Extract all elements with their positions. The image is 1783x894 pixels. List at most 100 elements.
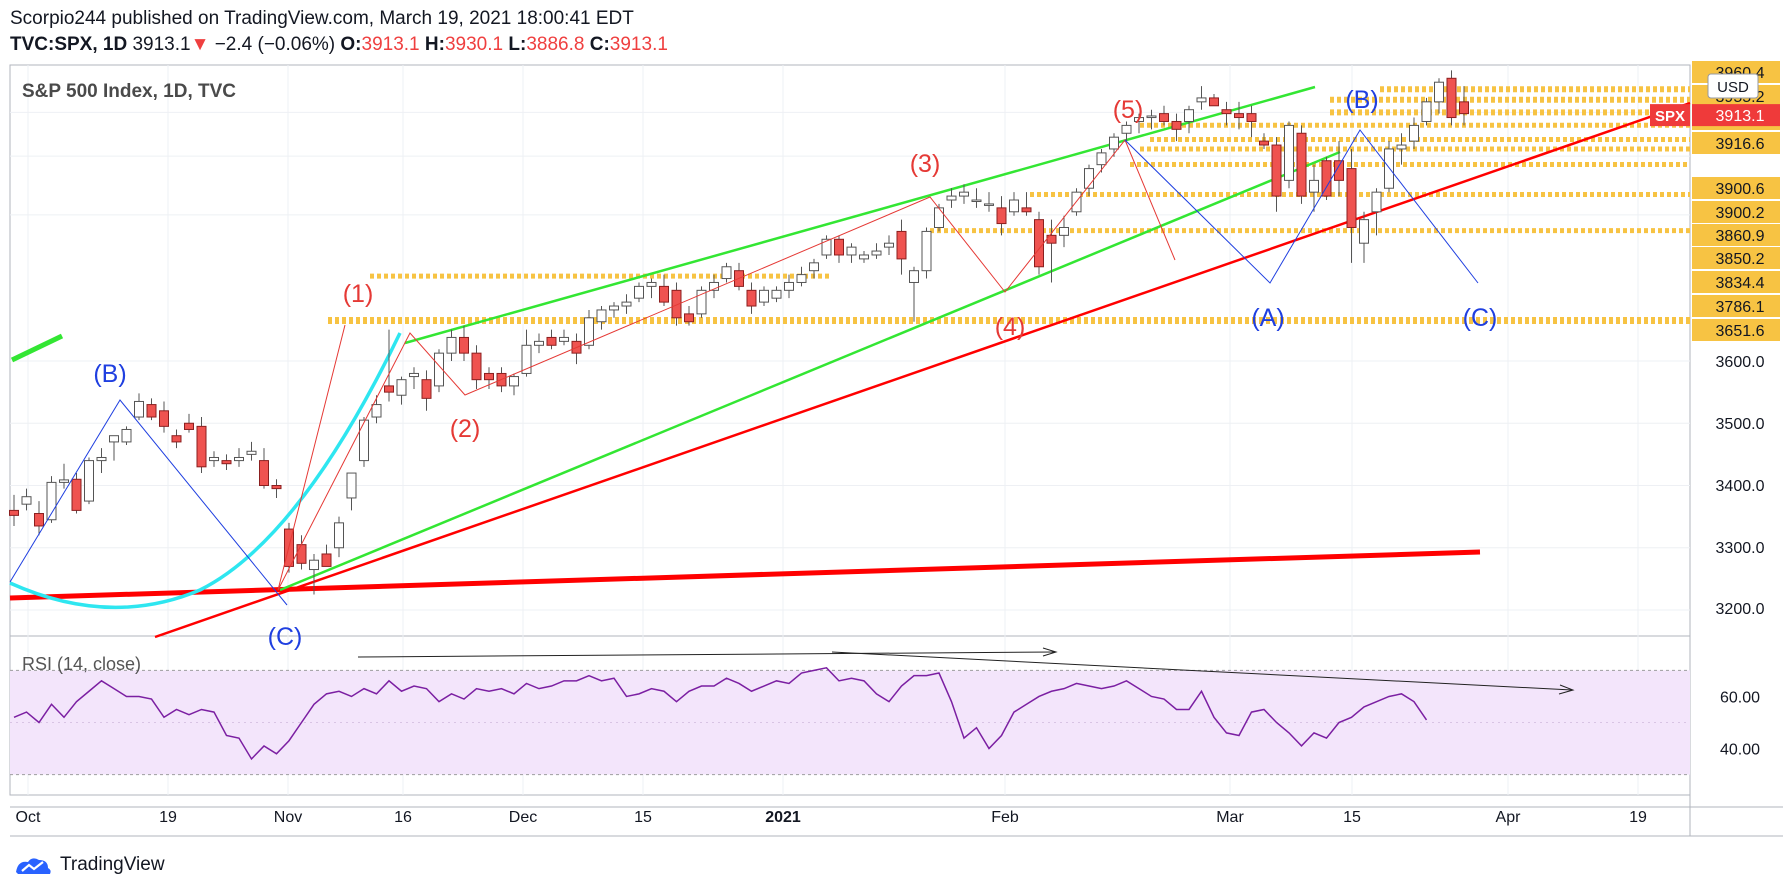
candle [1334, 160, 1344, 181]
close-value: 3913.1 [609, 34, 668, 55]
candle [909, 270, 919, 283]
candle [659, 285, 669, 303]
price-axis-tag [1692, 177, 1780, 199]
candle [1321, 160, 1332, 197]
low-label: L: [508, 34, 527, 55]
candle [846, 246, 857, 256]
high-label: H: [424, 34, 445, 55]
down-arrow-icon: ▼ [190, 34, 210, 55]
candle [384, 385, 394, 393]
candle [309, 559, 319, 571]
candle [421, 379, 432, 399]
candle [1309, 179, 1319, 193]
candle [409, 372, 419, 378]
candle [96, 456, 107, 462]
candle [796, 274, 807, 283]
candle [71, 478, 82, 511]
price-axis-label: 3300.0 [1716, 540, 1765, 557]
impulse-wave-red [277, 139, 1176, 591]
candle [1146, 115, 1157, 119]
candle [971, 199, 982, 203]
candle [9, 509, 19, 516]
wave-annotation: (3) [910, 150, 941, 178]
green-channel-upper [404, 85, 1316, 345]
candle [759, 289, 769, 303]
price-tag-symbol: SPX [1655, 108, 1685, 125]
arrow-right-icon [1042, 647, 1058, 657]
rsi-axis-label: 60.00 [1720, 689, 1760, 706]
candle [121, 428, 132, 443]
candle [1209, 97, 1219, 107]
candle [934, 207, 944, 228]
candle [996, 207, 1007, 225]
candle [584, 317, 594, 346]
candle [1459, 101, 1469, 115]
candle [984, 203, 994, 206]
candle [534, 340, 544, 346]
tradingview-logo-icon [16, 858, 51, 874]
currency-badge [1707, 73, 1759, 99]
candle [1409, 124, 1419, 142]
wave-lines [9, 129, 1479, 606]
candle [1159, 113, 1169, 122]
candle [946, 195, 957, 201]
candle [196, 425, 207, 468]
price-axis-label: 3400.0 [1716, 478, 1765, 495]
time-axis-label: 15 [634, 809, 652, 826]
candle [146, 404, 157, 418]
candle [1259, 140, 1269, 146]
candle [596, 309, 607, 323]
candle [1371, 191, 1382, 213]
candle [1221, 109, 1232, 115]
candle [646, 281, 657, 287]
candle [721, 266, 732, 280]
candle [84, 460, 94, 502]
price-axis-label: 3786.1 [1716, 299, 1765, 316]
candle [446, 336, 457, 354]
candle [1271, 144, 1282, 197]
candle [1234, 113, 1244, 119]
price-tag-value: 3913.1 [1716, 108, 1765, 125]
candle [134, 400, 144, 418]
long-term-red-trendline [9, 549, 1481, 601]
candle [696, 289, 707, 315]
price-axis-tag [1692, 319, 1780, 341]
price-tag-value-bg [1692, 104, 1780, 127]
rsi-pane [10, 647, 1690, 776]
time-axis-label: Apr [1496, 809, 1522, 826]
price-axis-label: 3500.0 [1716, 416, 1765, 433]
wave-annotation: (A) [1251, 304, 1284, 332]
candle [1196, 97, 1207, 103]
candle [1171, 120, 1182, 130]
candle [209, 456, 219, 462]
price-tag-symbol-bg [1650, 104, 1690, 127]
candle [1184, 109, 1194, 122]
price-axis-tag [1692, 247, 1780, 269]
time-axis-label: Feb [991, 809, 1019, 826]
wave-annotation: (1) [343, 280, 374, 308]
candle [821, 238, 832, 256]
candle [371, 404, 382, 418]
candle [896, 230, 907, 260]
candle [834, 238, 844, 256]
time-axis-label: 19 [1629, 809, 1647, 826]
publisher-line: Scorpio244 published on TradingView.com,… [10, 8, 634, 29]
candle [1034, 219, 1044, 268]
corrective-wave-right [1124, 129, 1479, 284]
text-labels: (1) (2) (3) (4) (5) (B) (C) (B) (A) (C) S&P 500 In… [22, 81, 1497, 674]
time-axis-label: 19 [159, 809, 177, 826]
candle [509, 376, 519, 387]
candle [859, 254, 869, 260]
candle [296, 544, 307, 564]
candle [1421, 101, 1432, 122]
candle [621, 301, 632, 307]
time-axis-label: Mar [1216, 809, 1244, 826]
candle [684, 313, 694, 323]
axes: 3960.43955.23932.73916.63900.63900.23860… [16, 61, 1780, 826]
price-axis-tag [1692, 201, 1780, 223]
candle [271, 485, 282, 490]
time-axis-label: Oct [16, 809, 41, 826]
wave-annotation: (C) [1463, 304, 1498, 332]
open-label: O: [340, 34, 362, 55]
